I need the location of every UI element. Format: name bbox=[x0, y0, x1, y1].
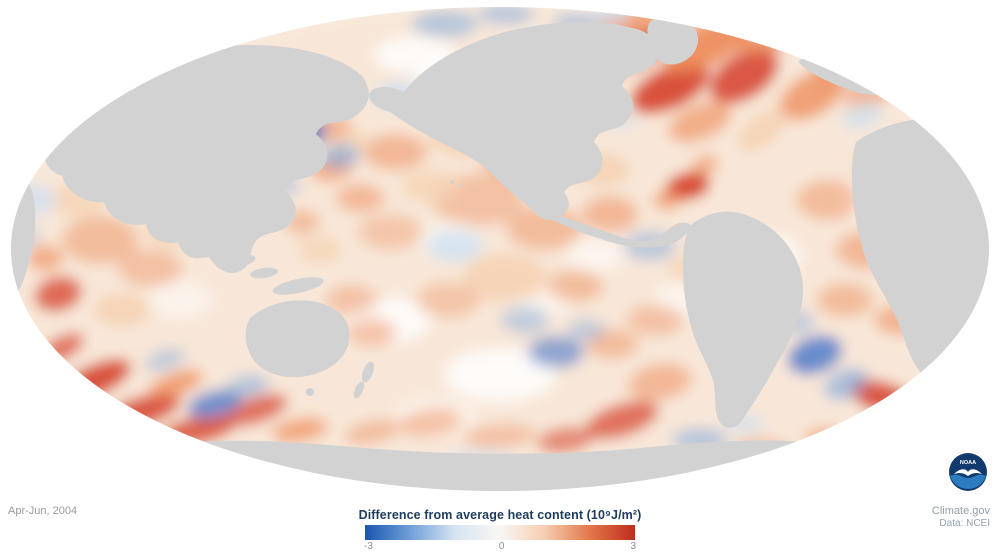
landmass-eurasia bbox=[44, 45, 369, 273]
landmass-borneo bbox=[222, 234, 242, 250]
map-svg bbox=[11, 7, 989, 491]
landmass-south-america bbox=[683, 211, 804, 428]
credit-climate-gov: Climate.gov bbox=[931, 505, 990, 517]
colorbar-tick-max: 3 bbox=[630, 541, 636, 552]
landmass-sumatra bbox=[196, 246, 220, 258]
colorbar-tick-mid: 0 bbox=[498, 541, 505, 552]
colorbar-gradient bbox=[365, 525, 635, 540]
landmass-africa-west-edge bbox=[11, 164, 36, 312]
colorbar: Difference from average heat content (10… bbox=[0, 508, 1000, 552]
colorbar-ticks: -3 0 3 bbox=[364, 541, 636, 552]
landmass-greenland bbox=[647, 15, 699, 65]
landmass-new-zealand-north bbox=[361, 361, 375, 383]
landmass-philippines bbox=[244, 213, 260, 235]
noaa-logo-wave bbox=[950, 474, 986, 489]
landmass-new-zealand-south bbox=[353, 381, 365, 399]
landmass-java bbox=[216, 254, 256, 270]
colorbar-tick-min: -3 bbox=[364, 541, 373, 552]
date-range-label: Apr-Jun, 2004 bbox=[8, 505, 78, 517]
credits: Climate.gov Data: NCEI bbox=[932, 505, 990, 529]
landmass-new-guinea bbox=[272, 277, 324, 295]
landmass-tasmania bbox=[306, 388, 314, 396]
noaa-logo: NOAA bbox=[949, 453, 987, 491]
landmass-north-america bbox=[369, 21, 659, 221]
global-heat-content-map bbox=[11, 7, 989, 491]
noaa-seagull-icon bbox=[954, 469, 982, 476]
landmass-japan bbox=[289, 146, 307, 178]
landmass-australia bbox=[245, 300, 350, 378]
landmass-central-america bbox=[552, 214, 692, 248]
noaa-logo-text: NOAA bbox=[960, 460, 976, 466]
credit-data-source: Data: NCEI bbox=[939, 517, 990, 529]
landmass-hawaii-2 bbox=[457, 184, 461, 188]
landmass-hawaii bbox=[450, 180, 454, 184]
landmass-sulawesi bbox=[250, 267, 278, 279]
colorbar-title: Difference from average heat content (10… bbox=[358, 508, 642, 522]
